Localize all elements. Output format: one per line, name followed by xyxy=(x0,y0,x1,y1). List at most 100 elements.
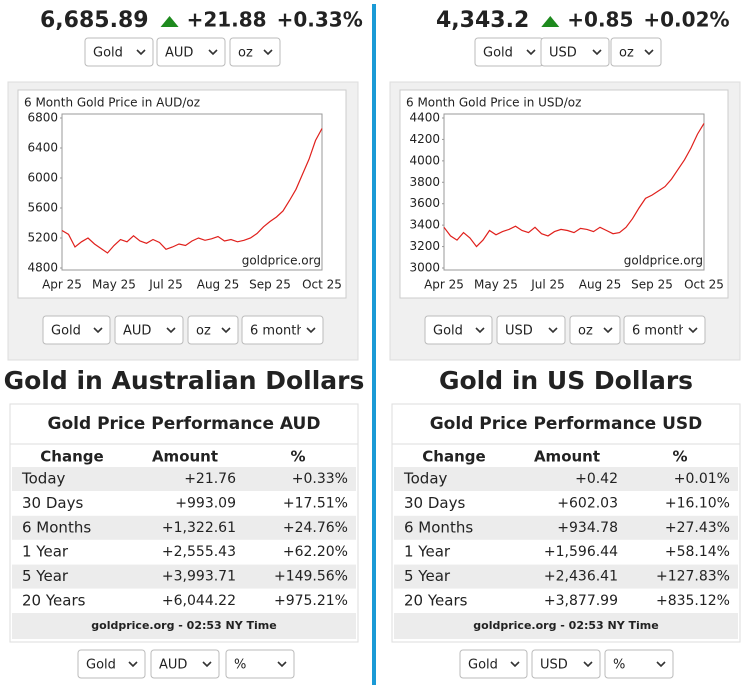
dropdown[interactable]: oz xyxy=(610,37,662,67)
dropdown-value[interactable]: oz xyxy=(619,46,634,61)
dropdown[interactable]: USD xyxy=(540,37,610,67)
dropdown-box[interactable] xyxy=(610,37,662,67)
row-label: 30 Days xyxy=(404,494,465,512)
amount: +2,436.41 xyxy=(544,569,618,585)
dropdown[interactable]: AUD xyxy=(156,37,226,67)
dropdown-value[interactable]: USD xyxy=(505,324,533,339)
dropdown-arrow xyxy=(475,327,485,334)
dropdown[interactable]: Gold xyxy=(77,649,146,679)
row-label: 6 Months xyxy=(22,518,91,536)
dropdown[interactable]: oz xyxy=(187,315,239,345)
dropdown[interactable]: % xyxy=(604,649,674,679)
dropdown[interactable]: USD xyxy=(531,649,601,679)
dropdown[interactable]: Gold xyxy=(474,37,544,67)
dropdown[interactable]: % xyxy=(225,649,295,679)
dropdown-value[interactable]: % xyxy=(613,658,625,673)
dropdown-box[interactable] xyxy=(114,315,184,345)
x-tick-label: Apr 25 xyxy=(424,278,464,292)
x-tick-label: Aug 25 xyxy=(579,278,622,292)
dropdown-arrow xyxy=(166,327,176,334)
dropdown-box[interactable] xyxy=(623,315,706,345)
y-tick-label: 3000 xyxy=(409,261,440,275)
y-tick-label: 5200 xyxy=(27,231,58,245)
dropdown-value[interactable]: AUD xyxy=(165,46,193,61)
dropdown-box[interactable] xyxy=(150,649,220,679)
dropdown-box[interactable] xyxy=(42,315,111,345)
dropdown[interactable]: Gold xyxy=(424,315,493,345)
dropdown-arrow xyxy=(688,327,698,334)
up-arrow xyxy=(541,16,560,27)
dropdown-value[interactable]: 6 months xyxy=(250,324,312,339)
footer-shade xyxy=(394,613,738,639)
column-header: Amount xyxy=(534,448,600,466)
dropdown-value[interactable]: AUD xyxy=(123,324,151,339)
dropdown-box[interactable] xyxy=(459,649,528,679)
dropdown[interactable]: AUD xyxy=(150,649,220,679)
x-tick-label: Oct 25 xyxy=(302,278,342,292)
chart-area xyxy=(399,89,729,299)
dropdown-value[interactable]: % xyxy=(234,658,246,673)
dropdown[interactable]: 6 months xyxy=(623,315,706,345)
dropdown[interactable]: AUD xyxy=(114,315,184,345)
percent: +27.43% xyxy=(665,520,730,536)
dropdown-value[interactable]: oz xyxy=(196,324,211,339)
dropdown-box[interactable] xyxy=(604,649,674,679)
dropdown-arrow xyxy=(128,661,138,668)
row-label: 1 Year xyxy=(404,543,451,561)
dropdown-arrow xyxy=(603,327,613,334)
dropdown[interactable]: Gold xyxy=(84,37,154,67)
dropdown-value[interactable]: oz xyxy=(238,46,253,61)
dropdown-box[interactable] xyxy=(84,37,154,67)
change: +0.85 xyxy=(567,8,633,32)
dropdown[interactable]: oz xyxy=(569,315,621,345)
dropdown-value[interactable]: 6 months xyxy=(632,324,694,339)
column-header: Change xyxy=(40,448,103,466)
dropdown-value[interactable]: oz xyxy=(578,324,593,339)
dropdown-box[interactable] xyxy=(531,649,601,679)
watermark: goldprice.org xyxy=(624,254,703,268)
row-label: 1 Year xyxy=(22,543,69,561)
x-tick-label: May 25 xyxy=(474,278,518,292)
dropdown-box[interactable] xyxy=(187,315,239,345)
dropdown-box[interactable] xyxy=(496,315,566,345)
dropdown-box[interactable] xyxy=(241,315,324,345)
dropdown-value[interactable]: Gold xyxy=(86,658,116,673)
dropdown-box[interactable] xyxy=(569,315,621,345)
dropdown-box[interactable] xyxy=(424,315,493,345)
dropdown-value[interactable]: AUD xyxy=(159,658,187,673)
amount: +1,322.61 xyxy=(162,520,236,536)
dropdown-value[interactable]: Gold xyxy=(483,46,513,61)
x-tick-label: Jul 25 xyxy=(530,278,565,292)
dropdown-arrow xyxy=(263,49,273,56)
chart-title: 6 Month Gold Price in USD/oz xyxy=(406,96,581,110)
dropdown-box[interactable] xyxy=(540,37,610,67)
dropdown[interactable]: 6 months xyxy=(241,315,324,345)
dropdown-value[interactable]: USD xyxy=(549,46,577,61)
dropdown-box[interactable] xyxy=(225,649,295,679)
dropdown-box[interactable] xyxy=(156,37,226,67)
row-shade xyxy=(12,467,356,491)
dropdown[interactable]: USD xyxy=(496,315,566,345)
dropdown-box[interactable] xyxy=(77,649,146,679)
dropdown-value[interactable]: Gold xyxy=(468,658,498,673)
dropdown[interactable]: Gold xyxy=(459,649,528,679)
dropdown-arrow xyxy=(526,49,536,56)
y-tick-label: 4000 xyxy=(409,153,440,167)
y-tick-label: 5600 xyxy=(27,201,58,215)
change: +21.88 xyxy=(187,8,267,32)
dropdown[interactable]: Gold xyxy=(42,315,111,345)
up-arrow xyxy=(160,16,179,27)
y-tick-label: 6800 xyxy=(27,111,58,125)
amount: +602.03 xyxy=(557,495,618,511)
dropdown-box[interactable] xyxy=(229,37,281,67)
amount: +2,555.43 xyxy=(162,544,236,560)
table-title: Gold Price Performance USD xyxy=(430,414,703,434)
dropdown-value[interactable]: Gold xyxy=(433,324,463,339)
percent: +17.51% xyxy=(283,495,348,511)
dropdown[interactable]: oz xyxy=(229,37,281,67)
price-line xyxy=(61,128,323,254)
dropdown-value[interactable]: USD xyxy=(540,658,568,673)
dropdown-value[interactable]: Gold xyxy=(93,46,123,61)
dropdown-value[interactable]: Gold xyxy=(51,324,81,339)
row-label: 5 Year xyxy=(404,567,451,585)
